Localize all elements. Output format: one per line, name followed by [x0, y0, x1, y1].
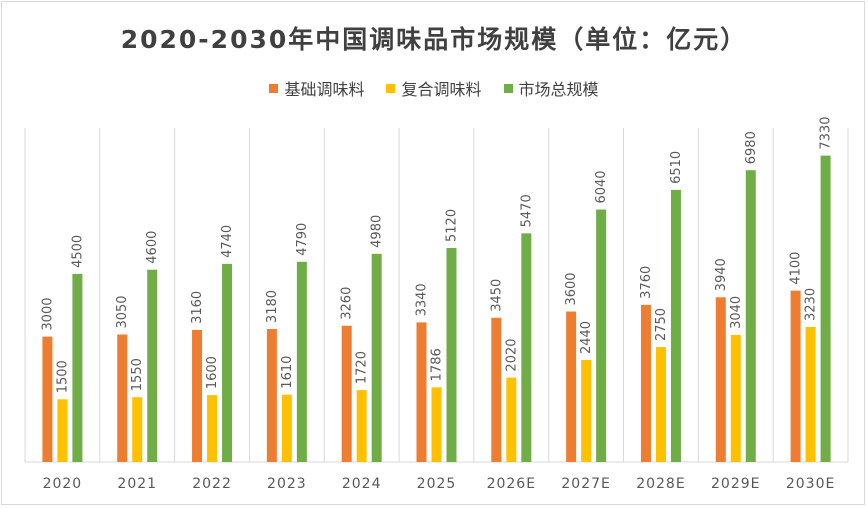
bar-basic: [416, 322, 427, 462]
data-label-basic: 3760: [639, 266, 654, 299]
data-label-total: 4790: [295, 223, 310, 256]
legend-swatch-compound: [386, 83, 396, 93]
x-tick-label: 2025: [417, 476, 457, 492]
bar-total: [446, 247, 457, 462]
legend-label-total: 市场总规模: [518, 80, 599, 99]
bar-compound: [132, 397, 143, 462]
bar-basic: [491, 317, 502, 462]
bar-compound: [431, 387, 442, 462]
x-tick-label: 2024: [342, 476, 382, 492]
data-label-compound: 2750: [654, 308, 669, 341]
bar-compound: [356, 390, 367, 462]
data-label-basic: 4100: [789, 252, 804, 285]
data-label-basic: 3600: [564, 272, 579, 305]
bar-total: [371, 253, 382, 462]
data-label-compound: 1500: [55, 360, 70, 393]
bar-basic: [640, 304, 651, 462]
data-label-total: 4980: [370, 215, 385, 248]
data-label-compound: 1720: [355, 351, 370, 384]
x-tick-label: 2022: [192, 476, 232, 492]
data-label-compound: 3040: [729, 296, 744, 329]
data-label-total: 6040: [594, 170, 609, 203]
chart-legend: 基础调味料 复合调味料 市场总规模: [0, 76, 868, 100]
data-label-total: 4600: [145, 231, 160, 264]
bar-compound: [655, 347, 666, 462]
bar-basic: [341, 325, 352, 462]
bar-total: [596, 209, 607, 462]
bar-basic: [715, 297, 726, 462]
data-label-basic: 3260: [340, 287, 355, 320]
data-label-compound: 3230: [804, 288, 819, 321]
chart-title: 2020-2030年中国调味品市场规模（单位：亿元）: [120, 25, 748, 54]
data-label-basic: 3340: [415, 283, 430, 316]
data-label-compound: 1550: [130, 358, 145, 391]
x-tick-label: 2021: [117, 476, 157, 492]
legend-item-basic: 基础调味料: [269, 76, 364, 100]
legend-swatch-total: [503, 83, 513, 93]
x-tick-label: 2023: [267, 476, 307, 492]
legend-label-basic: 基础调味料: [284, 80, 365, 99]
data-label-basic: 3940: [714, 258, 729, 291]
data-label-compound: 1610: [280, 356, 295, 389]
data-label-total: 5120: [445, 209, 460, 242]
bar-total: [670, 189, 681, 462]
bar-basic: [42, 336, 53, 462]
bar-total: [147, 269, 158, 462]
legend-item-total: 市场总规模: [503, 76, 599, 100]
x-tick-label: 2027E: [561, 476, 610, 492]
data-label-compound: 2440: [579, 321, 594, 354]
x-tick-label: 2029E: [711, 476, 760, 492]
data-label-basic: 3050: [115, 295, 130, 328]
legend-item-compound: 复合调味料: [386, 76, 482, 100]
bar-total: [222, 263, 233, 462]
x-tick-label: 2030E: [786, 476, 835, 492]
bar-basic: [117, 334, 128, 462]
bar-basic: [266, 329, 277, 462]
data-label-total: 4740: [220, 225, 235, 258]
x-tick-label: 2026E: [487, 476, 536, 492]
data-label-basic: 3450: [489, 279, 504, 312]
bar-basic: [790, 290, 801, 462]
data-label-total: 6510: [669, 151, 684, 184]
data-label-basic: 3000: [40, 298, 55, 331]
data-label-compound: 1600: [205, 356, 220, 389]
legend-swatch-basic: [269, 83, 279, 93]
bar-total: [72, 273, 83, 462]
bar-compound: [506, 377, 517, 462]
data-label-basic: 3160: [190, 291, 205, 324]
bar-compound: [730, 334, 741, 462]
data-label-compound: 1786: [430, 348, 445, 381]
data-label-compound: 2020: [504, 338, 519, 371]
data-label-total: 4500: [70, 235, 85, 268]
bar-compound: [281, 394, 292, 462]
data-label-total: 5470: [519, 194, 534, 227]
bar-compound: [207, 395, 218, 462]
data-label-total: 6980: [744, 131, 759, 164]
x-tick-label: 2028E: [636, 476, 685, 492]
bar-basic: [192, 329, 203, 462]
bar-total: [521, 233, 532, 462]
bar-compound: [805, 326, 816, 462]
bar-compound: [581, 360, 592, 462]
legend-label-compound: 复合调味料: [401, 80, 482, 99]
data-label-total: 7330: [819, 117, 834, 150]
bar-total: [820, 155, 831, 462]
data-label-basic: 3180: [265, 290, 280, 323]
bar-total: [745, 170, 756, 462]
x-tick-label: 2020: [43, 476, 83, 492]
bar-basic: [566, 311, 577, 462]
bar-total: [296, 261, 307, 462]
bar-compound: [57, 399, 68, 462]
